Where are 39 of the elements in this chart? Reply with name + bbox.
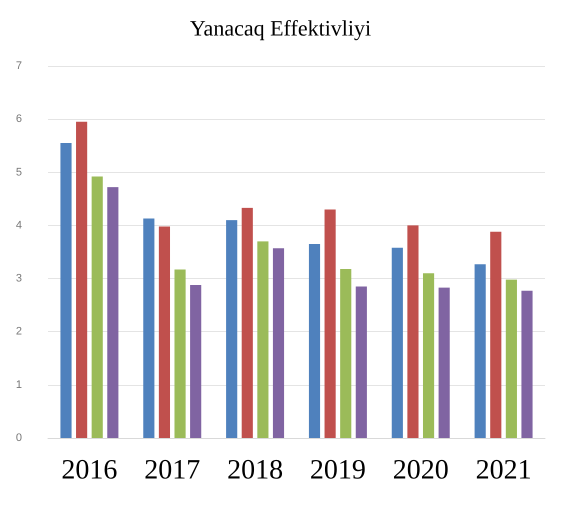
x-tick-label: 2020 [392,454,449,486]
bar [474,264,486,438]
bar [392,248,403,438]
bar [407,225,419,438]
bar [356,286,367,438]
y-tick-label: 4 [16,219,22,232]
bar [92,176,103,438]
bar [308,244,320,438]
x-tick-label: 2016 [61,454,118,486]
bar [506,280,517,438]
y-tick-label: 6 [16,113,22,126]
chart-title: Yanacaq Effektivliyi [190,16,372,40]
bar [143,218,154,438]
bar [60,143,72,438]
bar [490,232,502,438]
bar [272,248,284,438]
x-tick-label: 2019 [310,454,366,486]
x-tick-label: 2021 [476,454,532,486]
y-tick-label: 5 [16,166,22,178]
y-tick-label: 0 [16,432,22,444]
x-tick-label: 2018 [227,454,284,486]
bar [76,122,88,438]
bar [242,208,253,438]
bar [226,220,238,438]
y-tick-label: 1 [16,378,22,391]
bar [174,270,186,438]
bar [521,290,533,438]
bar [158,226,170,438]
bar [422,273,434,438]
y-tick-label: 7 [16,60,22,72]
bar [257,241,268,438]
bar [190,284,202,438]
bar [324,209,336,438]
y-tick-label: 2 [16,326,22,338]
bar [107,187,118,438]
y-tick-label: 3 [16,272,22,285]
bar [340,269,352,438]
x-tick-label: 2017 [144,454,200,486]
bar [438,288,450,438]
